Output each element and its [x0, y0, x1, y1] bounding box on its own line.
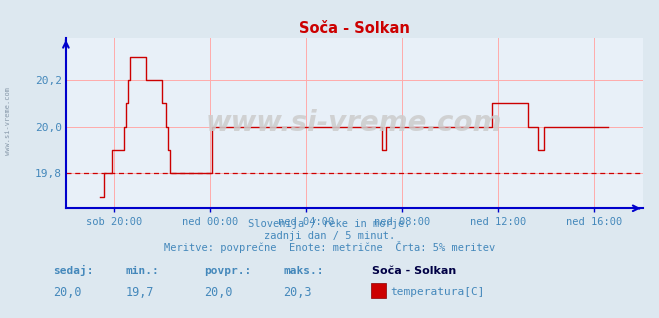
Text: 20,3: 20,3	[283, 287, 312, 299]
Text: Soča - Solkan: Soča - Solkan	[372, 266, 457, 276]
Title: Soča - Solkan: Soča - Solkan	[299, 21, 410, 36]
Text: 20,0: 20,0	[53, 287, 81, 299]
Text: maks.:: maks.:	[283, 266, 324, 276]
Text: www.si-vreme.com: www.si-vreme.com	[5, 87, 11, 155]
Text: povpr.:: povpr.:	[204, 266, 252, 276]
Text: zadnji dan / 5 minut.: zadnji dan / 5 minut.	[264, 231, 395, 241]
Text: Slovenija / reke in morje.: Slovenija / reke in morje.	[248, 219, 411, 229]
Text: www.si-vreme.com: www.si-vreme.com	[206, 109, 502, 137]
Text: 19,7: 19,7	[125, 287, 154, 299]
Text: Meritve: povprečne  Enote: metrične  Črta: 5% meritev: Meritve: povprečne Enote: metrične Črta:…	[164, 241, 495, 253]
Text: min.:: min.:	[125, 266, 159, 276]
Text: sedaj:: sedaj:	[53, 265, 93, 276]
Text: temperatura[C]: temperatura[C]	[390, 287, 484, 297]
Text: 20,0: 20,0	[204, 287, 233, 299]
